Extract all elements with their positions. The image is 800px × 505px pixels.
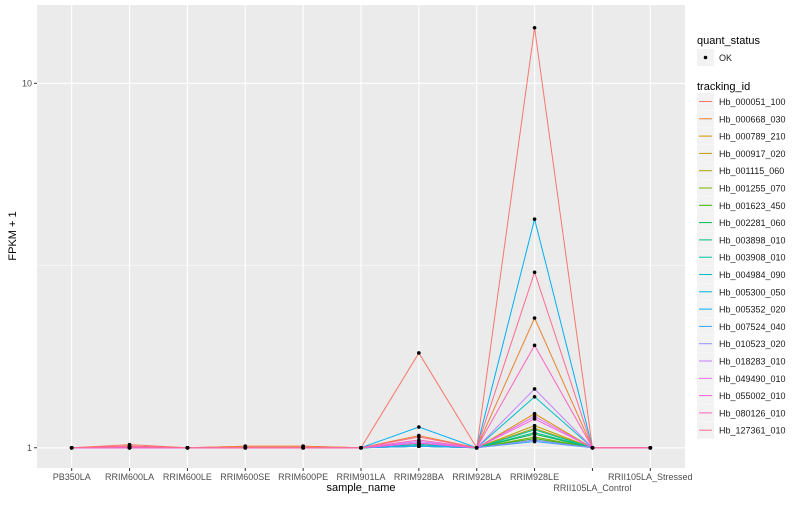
x-tick-label: RRII105LA_Control (553, 483, 631, 493)
legend-label-ok: OK (719, 53, 732, 63)
legend-label: Hb_000668_030 (719, 114, 786, 124)
x-tick-label: RRIM600LE (163, 472, 212, 482)
data-point (532, 387, 537, 391)
legend-label: Hb_018283_010 (719, 357, 786, 367)
data-point (532, 25, 537, 30)
legend-label: Hb_007524_040 (719, 322, 786, 332)
data-point (532, 438, 537, 442)
legend-label: Hb_004984_090 (719, 270, 786, 280)
x-tick-label: RRII105LA_Stressed (608, 472, 693, 482)
data-point (243, 445, 248, 450)
legend-title-quant-status: quant_status (697, 35, 760, 47)
data-point (532, 414, 537, 419)
y-tick-label: 10 (22, 78, 32, 88)
data-point (590, 445, 595, 450)
data-point (417, 435, 421, 439)
legend-label: Hb_001623_450 (719, 201, 786, 211)
data-point (359, 445, 363, 450)
data-point (417, 438, 421, 442)
data-point (532, 428, 537, 432)
y-tick-label: 1 (27, 443, 32, 453)
legend-label: Hb_001115_060 (719, 166, 784, 176)
legend-label: Hb_005300_050 (719, 287, 786, 297)
data-point (532, 343, 537, 348)
data-point (417, 444, 421, 448)
data-point (532, 423, 537, 428)
legend-label: Hb_049490_010 (719, 374, 786, 384)
legend-label: Hb_080126_010 (719, 408, 786, 418)
legend-label: Hb_000789_210 (719, 132, 786, 142)
x-tick-label: RRIM600LA (105, 472, 154, 482)
legend-label: Hb_001255_070 (719, 184, 786, 194)
x-tick-label: RRIM901LA (336, 472, 385, 482)
data-point (532, 430, 537, 435)
legend-label: Hb_010523_020 (719, 339, 786, 349)
legend-label: Hb_003908_010 (719, 253, 786, 263)
data-point (301, 445, 305, 450)
x-tick-label: RRIM600PE (278, 472, 328, 482)
x-axis-title: sample_name (326, 482, 395, 494)
legend-title-tracking-id: tracking_id (697, 81, 750, 93)
data-point (127, 444, 132, 448)
data-point (532, 417, 537, 421)
x-tick-label: RRIM928LA (452, 472, 501, 482)
legend-label: Hb_002281_060 (719, 218, 786, 228)
legend-label: Hb_003898_010 (719, 235, 786, 245)
data-point (532, 394, 537, 399)
data-point (532, 217, 537, 221)
x-tick-label: RRIM928BA (394, 472, 444, 482)
data-point (185, 445, 190, 450)
y-axis-title: FPKM + 1 (7, 211, 19, 260)
data-point (532, 411, 537, 416)
legend-label: Hb_000917_020 (719, 149, 786, 159)
legend-label: Hb_127361_010 (719, 426, 786, 436)
legend-label: Hb_005352_020 (719, 305, 786, 315)
data-point (417, 351, 421, 355)
x-tick-label: RRIM600SE (220, 472, 270, 482)
data-point (417, 441, 421, 445)
data-point (474, 445, 479, 450)
x-tick-label: PB350LA (53, 472, 91, 482)
legend-label: Hb_000051_100 (719, 97, 786, 107)
legend-point-icon (703, 55, 708, 60)
data-point (417, 425, 421, 429)
legend-label: Hb_055002_010 (719, 391, 786, 401)
data-point (532, 316, 537, 320)
x-tick-label: RRIM928LE (510, 472, 559, 482)
data-point (532, 270, 537, 275)
data-point (648, 445, 653, 450)
data-point (69, 445, 74, 450)
